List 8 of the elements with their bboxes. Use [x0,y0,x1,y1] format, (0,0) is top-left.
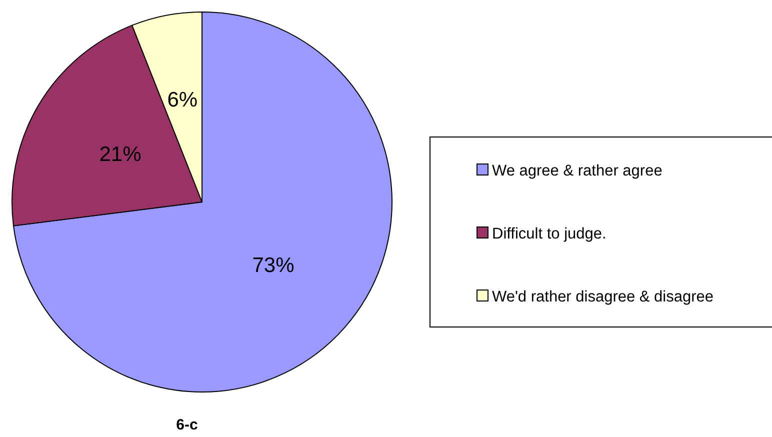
legend-label: We'd rather disagree & disagree [492,288,714,306]
pie-slice [13,12,392,392]
data-label: 21% [99,142,142,166]
text: 6-c [176,416,198,434]
data-label: 73% [252,254,294,278]
legend-label: Difficult to judge. [492,225,606,242]
legend-label: We agree & rather agree [492,162,662,180]
data-label: 6% [167,88,198,112]
